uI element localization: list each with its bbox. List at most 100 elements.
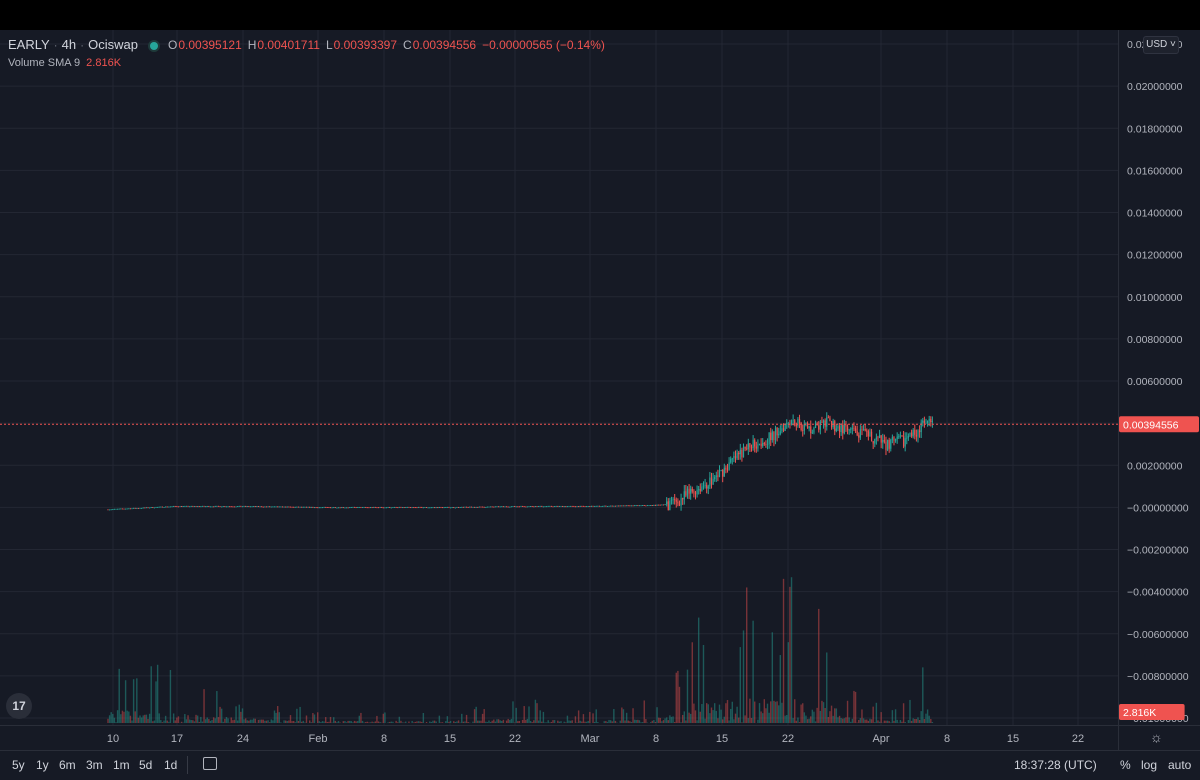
candle-body xyxy=(923,420,925,424)
legend-separator: · xyxy=(53,38,58,52)
settings-gear-icon[interactable]: ☼ xyxy=(1150,729,1163,745)
chart-pane[interactable] xyxy=(0,30,1118,725)
volume-bar xyxy=(336,722,338,723)
candle-body xyxy=(686,488,689,496)
symbol-name[interactable]: EARLY xyxy=(8,37,50,52)
candle-body xyxy=(629,505,631,507)
volume-bar xyxy=(758,703,761,723)
candle-body xyxy=(720,469,722,471)
volume-bar xyxy=(187,715,189,723)
ohlc-legend: EARLY · 4h · Ociswap O0.00395121 H0.00401711 L0… xyxy=(8,37,611,52)
range-5y-button[interactable]: 5y xyxy=(12,758,25,772)
candle-body xyxy=(702,485,705,487)
candle-body xyxy=(243,506,245,507)
time-axis[interactable]: 10 17 24 Feb 8 15 22 Mar 8 15 22 Apr 8 15 22 xyxy=(0,725,1118,750)
volume-bar xyxy=(389,721,391,723)
volume-bar xyxy=(257,719,260,723)
volume-bar xyxy=(243,719,245,723)
volume-bar xyxy=(168,721,170,723)
candle-body xyxy=(229,506,231,508)
volume-bar xyxy=(353,720,356,723)
volume-bar xyxy=(286,720,288,723)
candle-body xyxy=(754,439,756,447)
candle-body xyxy=(240,506,242,507)
volume-bar xyxy=(723,716,725,723)
candle-body xyxy=(336,507,338,509)
volume-bar xyxy=(665,717,668,723)
volume-bar xyxy=(592,713,594,723)
candle-body xyxy=(513,506,516,507)
volume-bar xyxy=(529,721,532,723)
candle-body xyxy=(206,506,208,507)
candle-body xyxy=(424,507,426,508)
volume-bar xyxy=(382,713,385,723)
volume-bar xyxy=(275,712,277,723)
candle-body xyxy=(637,505,639,507)
candle-body xyxy=(432,507,434,509)
candle-body xyxy=(357,507,359,508)
candle-body xyxy=(192,506,194,507)
range-1y-button[interactable]: 1y xyxy=(36,758,49,772)
candle-body xyxy=(323,507,325,508)
volume-bar xyxy=(387,722,389,723)
candle-body xyxy=(650,505,652,506)
volume-bar xyxy=(493,719,495,723)
volume-bar xyxy=(344,721,346,723)
volume-bar xyxy=(795,720,798,723)
range-1d-button[interactable]: 1d xyxy=(164,758,178,772)
log-toggle[interactable]: log xyxy=(1141,758,1158,772)
range-5d-button[interactable]: 5d xyxy=(139,758,153,772)
candle-body xyxy=(422,507,424,509)
volume-bar xyxy=(369,722,372,723)
volume-bar xyxy=(329,716,332,723)
date-range-icon[interactable] xyxy=(203,757,217,770)
candle-body xyxy=(581,506,583,507)
candle-body xyxy=(765,444,767,445)
range-1m-button[interactable]: 1m xyxy=(113,758,130,772)
volume-bar xyxy=(669,715,671,723)
candle-body xyxy=(275,506,277,508)
volume-bar xyxy=(435,721,437,723)
volume-bar xyxy=(196,715,199,723)
candle-body xyxy=(392,507,394,509)
volume-bar xyxy=(517,721,519,723)
volume-bar xyxy=(185,719,188,723)
volume-bar xyxy=(867,720,870,723)
candle-body xyxy=(758,443,761,445)
auto-toggle[interactable]: auto xyxy=(1168,758,1192,772)
candle-body xyxy=(766,444,769,446)
interval-label[interactable]: 4h xyxy=(61,37,77,52)
candle-body xyxy=(776,427,778,436)
utc-clock[interactable]: 18:37:28 (UTC) xyxy=(1014,758,1097,772)
volume-bar xyxy=(880,712,882,723)
currency-button[interactable]: USD ˅ xyxy=(1143,36,1179,54)
candle-body xyxy=(161,506,164,508)
volume-bar xyxy=(488,720,490,723)
percent-toggle[interactable]: % xyxy=(1120,758,1131,772)
volume-bar xyxy=(326,721,329,723)
price-chart[interactable] xyxy=(0,30,1118,725)
volume-bar xyxy=(212,717,215,723)
candle-body xyxy=(505,506,508,508)
volume-label[interactable]: Volume xyxy=(8,57,45,69)
last-price-tag: 0.00394556 xyxy=(1123,419,1179,431)
volume-bar xyxy=(481,713,484,723)
time-tick-label: 15 xyxy=(1007,733,1019,745)
price-scale[interactable]: 0.022000000.020000000.018000000.01600000… xyxy=(1118,30,1200,725)
volume-bar xyxy=(518,720,521,723)
volume-bar xyxy=(656,707,658,723)
tradingview-logo-icon[interactable]: 17 xyxy=(6,693,32,719)
candle-body xyxy=(224,506,226,508)
volume-bar xyxy=(749,698,751,723)
candle-body xyxy=(718,470,721,477)
volume-bar xyxy=(485,721,487,723)
range-6m-button[interactable]: 6m xyxy=(59,758,76,772)
candle-body xyxy=(690,488,692,494)
candle-body xyxy=(696,489,698,495)
volume-bar xyxy=(834,708,836,723)
volume-bar xyxy=(752,620,754,723)
range-3m-button[interactable]: 3m xyxy=(86,758,103,772)
volume-bar xyxy=(289,715,292,723)
candle-body xyxy=(377,507,380,509)
candle-body xyxy=(834,421,836,432)
